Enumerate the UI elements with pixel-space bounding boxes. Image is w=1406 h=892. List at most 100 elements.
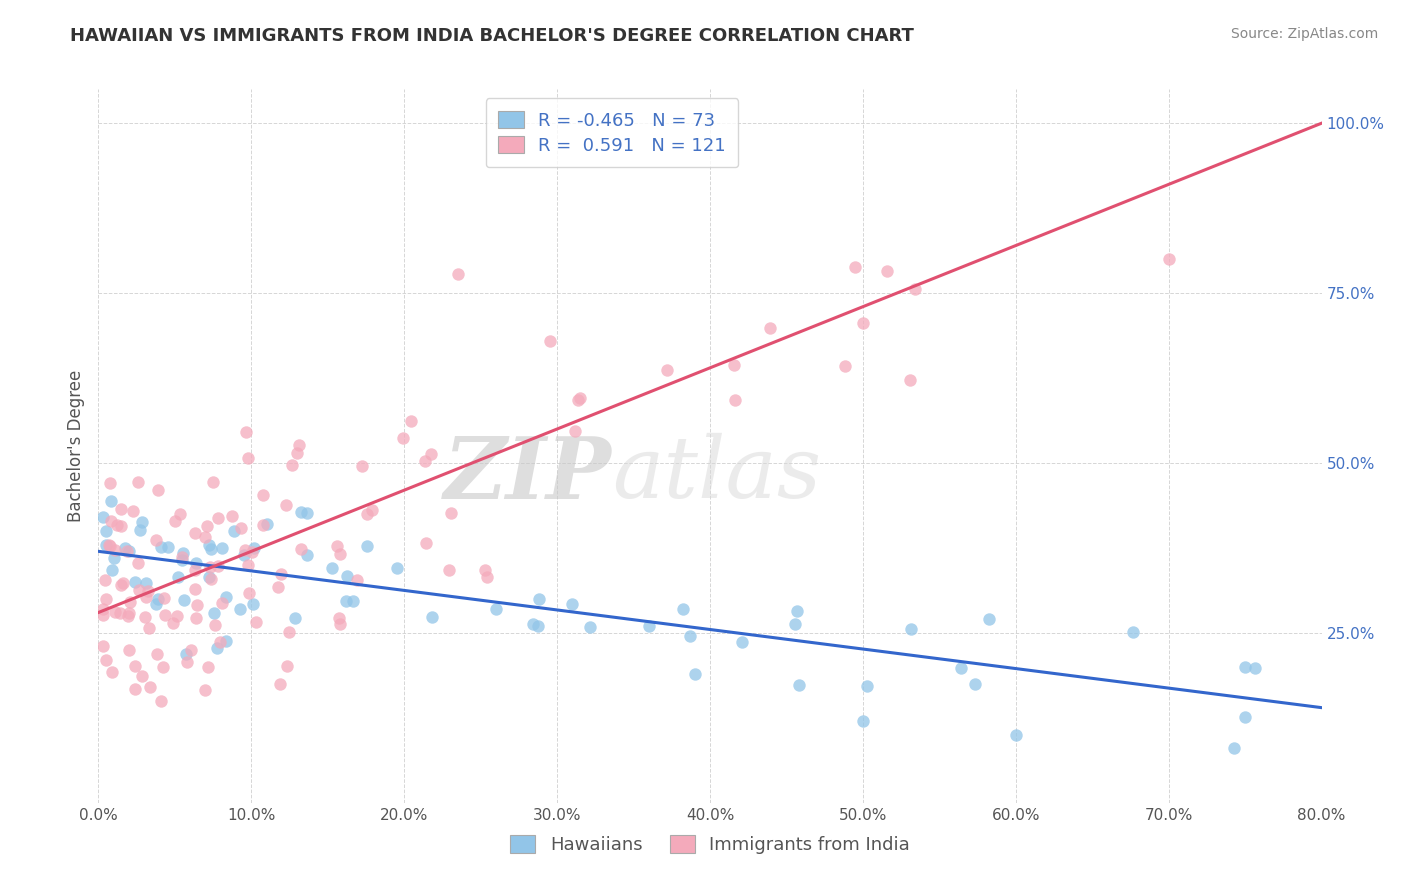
Point — [110, 518, 132, 533]
Point — [567, 392, 589, 407]
Point — [195, 518, 218, 533]
Point — [135, 575, 157, 590]
Point — [169, 507, 191, 521]
Point — [876, 263, 898, 277]
Point — [138, 621, 160, 635]
Point — [285, 446, 308, 460]
Y-axis label: Bachelor's Degree: Bachelor's Degree — [66, 370, 84, 522]
Point — [758, 321, 780, 335]
Point — [101, 665, 124, 680]
Point — [356, 507, 378, 521]
Point — [152, 659, 174, 673]
Point — [856, 679, 879, 693]
Point — [335, 594, 357, 608]
Point — [437, 563, 460, 577]
Point — [104, 543, 127, 558]
Point — [852, 714, 875, 729]
Point — [201, 475, 224, 490]
Point — [101, 564, 124, 578]
Point — [207, 559, 229, 574]
Point — [1233, 710, 1256, 724]
Point — [110, 578, 132, 592]
Point — [529, 592, 551, 607]
Point — [256, 517, 278, 532]
Point — [127, 475, 149, 490]
Point — [198, 560, 221, 574]
Point — [522, 617, 544, 632]
Point — [221, 509, 243, 524]
Point — [172, 546, 194, 560]
Point — [176, 647, 198, 661]
Point — [269, 677, 291, 691]
Point — [170, 553, 193, 567]
Point — [94, 537, 117, 551]
Point — [235, 425, 257, 440]
Point — [657, 363, 679, 377]
Point — [124, 575, 146, 590]
Point — [94, 591, 117, 606]
Point — [98, 476, 121, 491]
Point — [124, 681, 146, 696]
Point — [110, 502, 132, 516]
Point — [420, 447, 443, 461]
Point — [329, 616, 352, 631]
Point — [238, 586, 260, 600]
Point — [100, 494, 122, 508]
Point — [245, 615, 267, 629]
Point — [94, 524, 117, 538]
Point — [94, 573, 117, 587]
Point — [834, 359, 856, 373]
Point — [385, 561, 408, 575]
Point — [672, 602, 695, 616]
Point — [326, 539, 349, 553]
Point — [153, 607, 176, 622]
Point — [197, 659, 219, 673]
Point — [278, 625, 301, 640]
Point — [724, 392, 747, 407]
Point — [474, 562, 496, 576]
Point — [240, 545, 263, 559]
Point — [96, 653, 118, 667]
Point — [146, 647, 169, 661]
Point — [215, 590, 238, 604]
Text: ZIP: ZIP — [444, 433, 612, 516]
Text: Source: ZipAtlas.com: Source: ZipAtlas.com — [1230, 27, 1378, 41]
Point — [564, 424, 586, 438]
Point — [186, 556, 208, 570]
Point — [683, 667, 706, 681]
Point — [104, 605, 127, 619]
Point — [207, 640, 229, 655]
Point — [202, 607, 225, 621]
Point — [153, 591, 176, 606]
Point — [193, 530, 215, 544]
Point — [150, 694, 173, 708]
Point — [900, 623, 922, 637]
Point — [561, 597, 583, 611]
Point — [166, 609, 188, 624]
Point — [401, 414, 423, 428]
Point — [136, 584, 159, 599]
Point — [129, 523, 152, 537]
Point — [184, 582, 207, 597]
Point — [146, 591, 169, 606]
Point — [145, 533, 167, 548]
Point — [1004, 728, 1026, 742]
Point — [149, 541, 172, 555]
Point — [114, 541, 136, 555]
Point — [236, 558, 259, 573]
Point — [844, 260, 866, 274]
Point — [447, 267, 470, 281]
Point — [276, 659, 298, 673]
Point — [242, 598, 264, 612]
Point — [165, 515, 187, 529]
Point — [1122, 624, 1144, 639]
Point — [91, 639, 114, 653]
Point — [131, 669, 153, 683]
Point — [252, 518, 274, 533]
Point — [128, 582, 150, 597]
Point — [204, 617, 226, 632]
Point — [413, 454, 436, 468]
Point — [783, 617, 806, 632]
Point — [229, 601, 252, 615]
Point — [238, 450, 260, 465]
